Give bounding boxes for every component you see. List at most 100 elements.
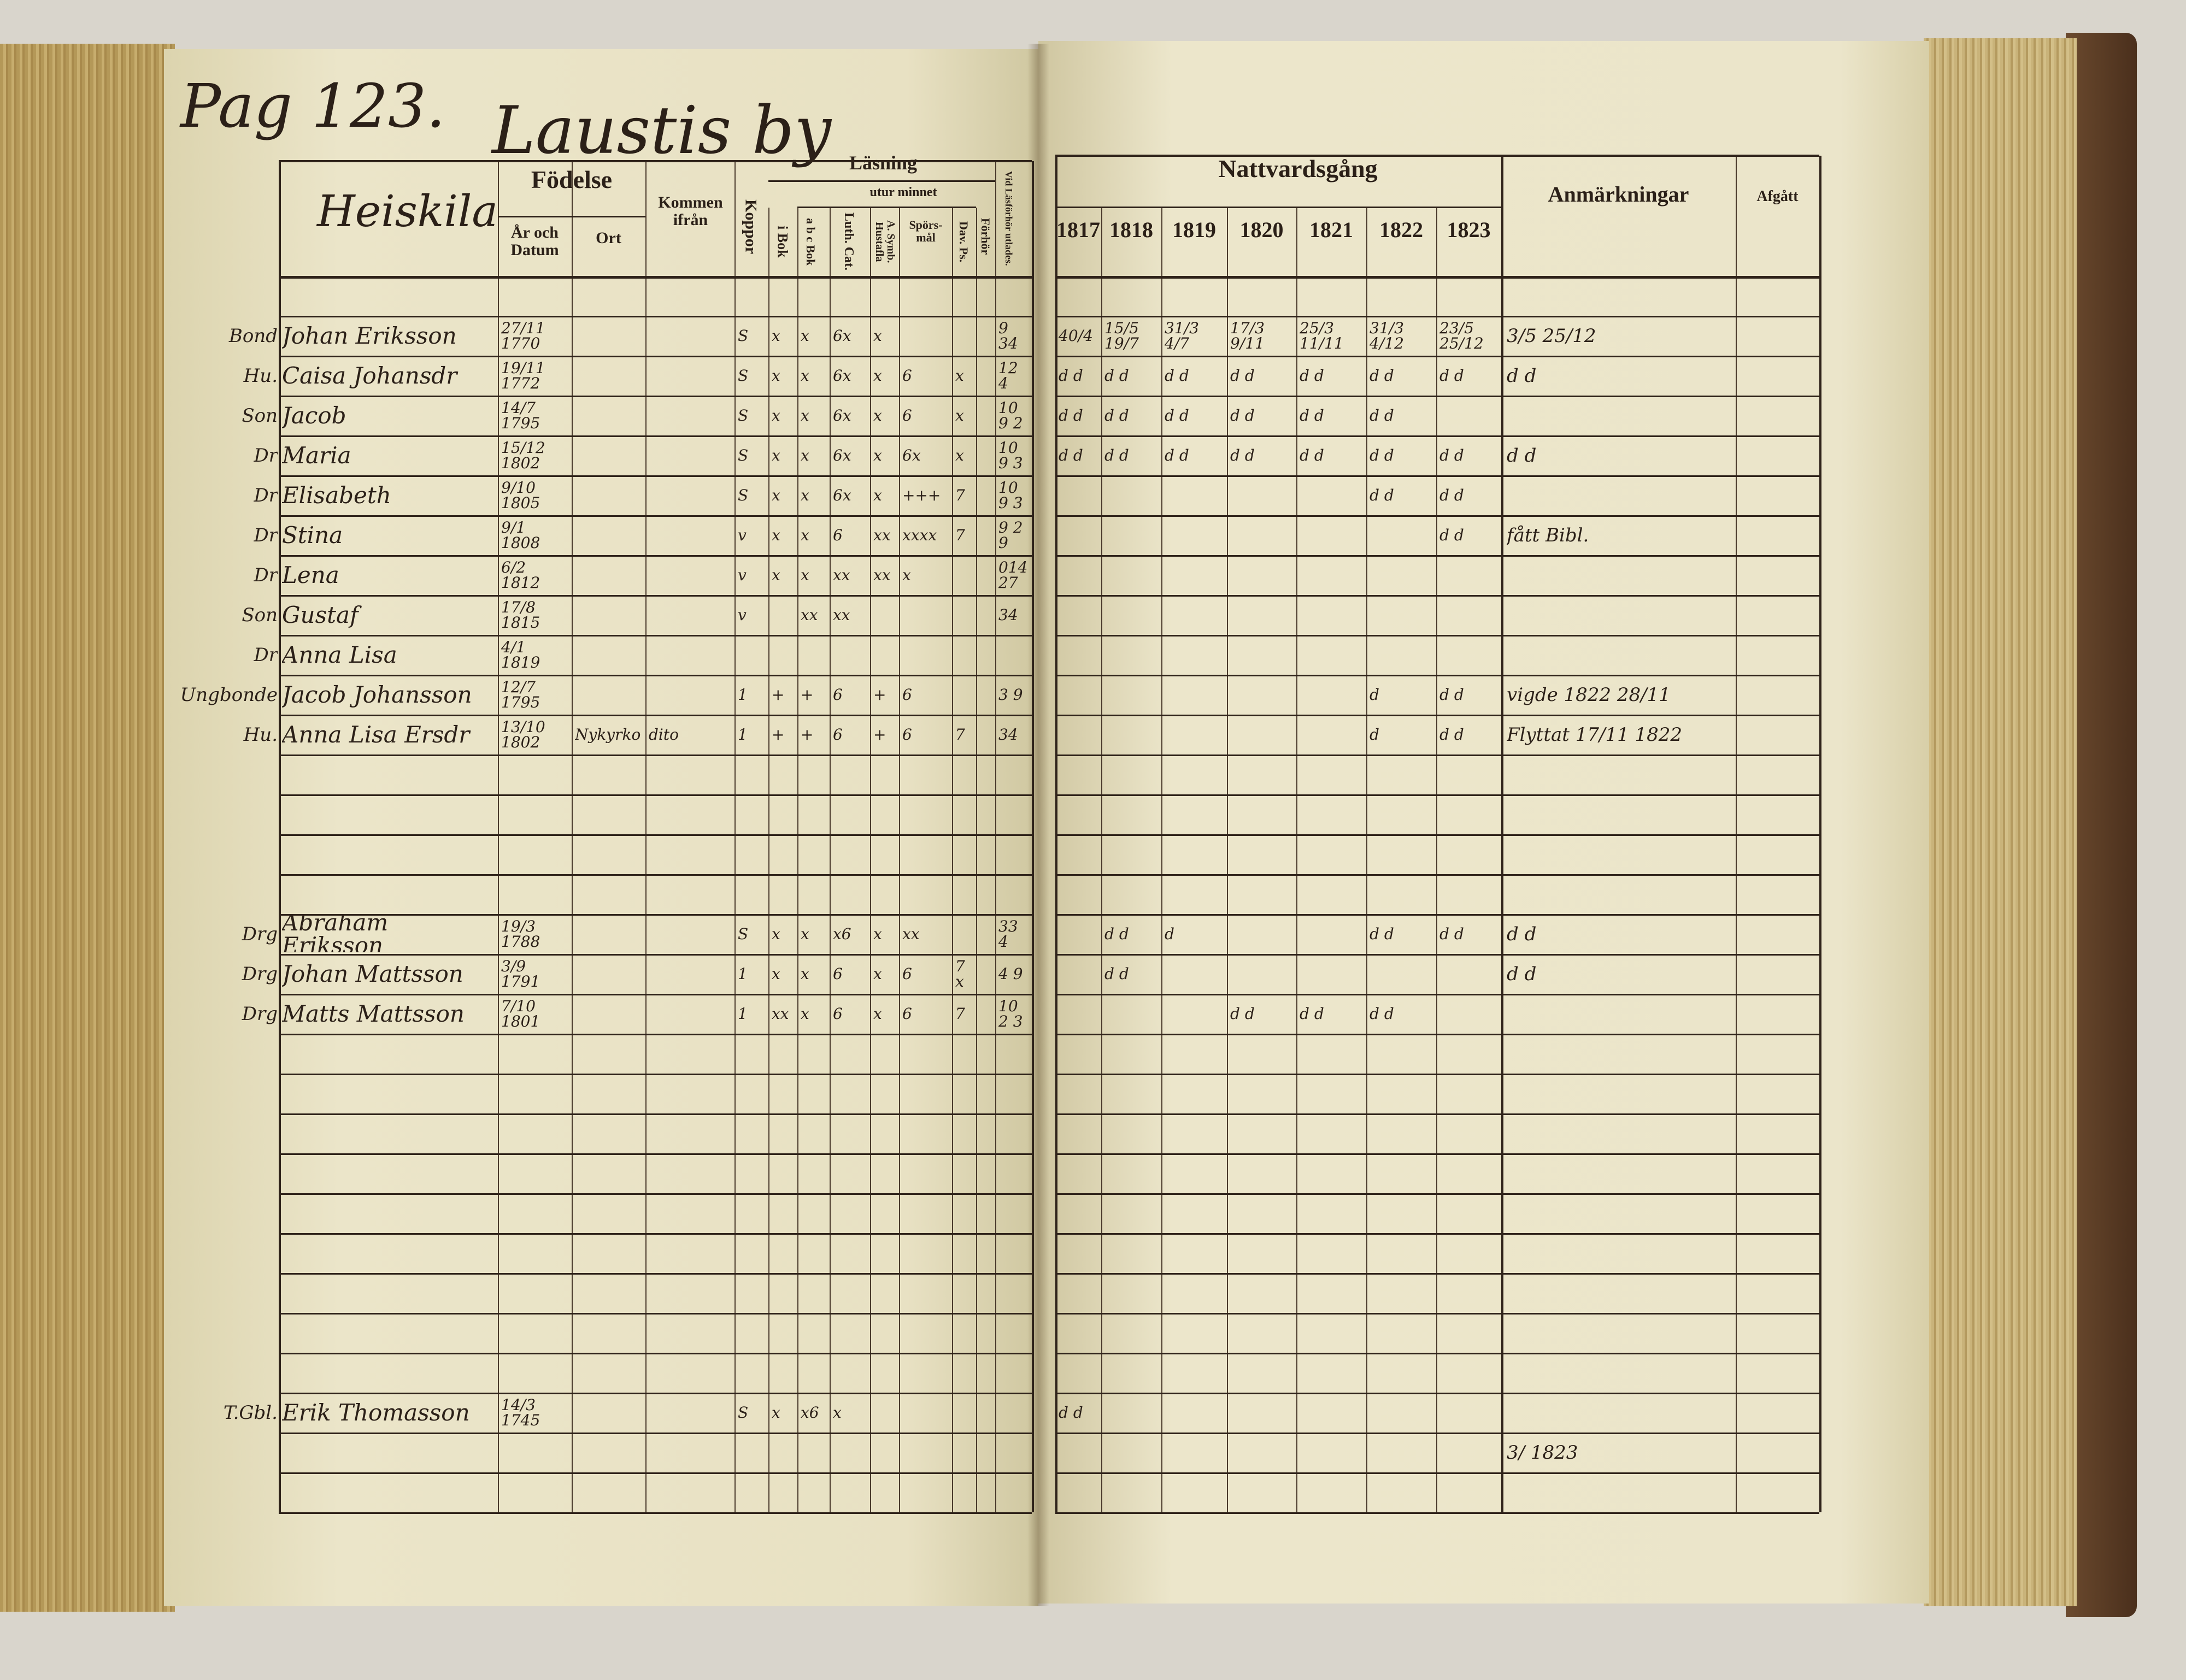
communion-mark: d d xyxy=(1165,446,1189,464)
row-rule xyxy=(1055,1512,1819,1514)
cell-dav-ps: x xyxy=(955,406,964,425)
communion-mark: d d xyxy=(1439,526,1464,544)
cell-i-bok: x xyxy=(772,924,780,943)
cell-a-symb: x xyxy=(873,486,882,504)
row-rule xyxy=(279,1034,1032,1035)
row-rule xyxy=(279,595,1032,597)
communion-mark: d d xyxy=(1439,486,1464,504)
cell-i-bok: x xyxy=(772,406,780,425)
column-rule xyxy=(797,208,798,1512)
communion-mark: 31/3 4/12 xyxy=(1370,319,1404,352)
header-fodelse: Födelse xyxy=(531,166,613,193)
row-rule xyxy=(279,276,1032,279)
communion-mark: d d xyxy=(1165,366,1189,385)
communion-mark: 15/5 19/7 xyxy=(1104,319,1139,352)
cell-luth-cat: x6 xyxy=(833,924,851,943)
cell-name: Jacob Johansson xyxy=(282,681,472,708)
cell-dav-ps: x xyxy=(955,366,964,385)
row-rule xyxy=(279,994,1032,995)
cell-abc-bok: x xyxy=(801,964,809,983)
cell-spors: 6 xyxy=(902,1004,912,1023)
header-kommen: Kommen ifrån xyxy=(658,193,723,229)
column-rule xyxy=(976,208,977,1512)
row-rule xyxy=(1055,754,1819,756)
cell-luth-cat: 6x xyxy=(833,366,851,385)
column-rule xyxy=(1736,156,1737,1512)
header-year: 1819 xyxy=(1172,217,1216,242)
header-luth-cat: Luth. Cat. xyxy=(842,213,856,271)
row-rule xyxy=(279,435,1032,437)
row-rule xyxy=(1055,874,1819,876)
cell-vid: 3 9 xyxy=(998,685,1023,704)
header-anmarkningar: Anmärkningar xyxy=(1548,182,1689,207)
row-rule xyxy=(1055,954,1819,956)
cell-name: Elisabeth xyxy=(282,481,391,509)
cell-date: 9/10 1805 xyxy=(501,478,540,512)
row-rule xyxy=(1055,675,1819,676)
row-rule xyxy=(1055,794,1819,796)
occupation-label: Dr xyxy=(254,484,278,506)
header-year: 1822 xyxy=(1379,217,1423,242)
header-sporsmal: Spörs-mål xyxy=(909,218,943,245)
cell-i-bok: xx xyxy=(772,1004,789,1023)
occupation-label: Hu. xyxy=(243,364,278,387)
cell-abc-bok: x xyxy=(801,565,809,584)
cell-luth-cat: x xyxy=(833,1403,842,1422)
left-page xyxy=(164,49,1038,1606)
cell-name: Lena xyxy=(282,561,339,588)
cell-spors: x xyxy=(902,565,911,584)
cell-koppor: S xyxy=(738,1403,749,1422)
cell-vid: 10 9 3 xyxy=(998,478,1023,512)
column-rule xyxy=(1032,161,1034,1512)
remark: Flyttat 17/11 1822 xyxy=(1507,723,1683,746)
row-rule xyxy=(1055,1472,1819,1474)
cell-spors: 6 xyxy=(902,725,912,744)
column-rule xyxy=(830,208,831,1512)
column-rule xyxy=(1101,208,1102,1512)
row-rule xyxy=(1055,1273,1819,1275)
cell-i-bok: x xyxy=(772,486,780,504)
communion-mark: d d xyxy=(1104,406,1129,425)
column-rule xyxy=(1436,208,1437,1512)
cell-i-bok: + xyxy=(772,685,785,704)
cell-i-bok: x xyxy=(772,964,780,983)
row-rule xyxy=(279,1472,1032,1474)
column-rule xyxy=(1366,208,1367,1512)
page-number: Pag 123. xyxy=(180,71,445,141)
remark: d d xyxy=(1507,444,1537,467)
cell-a-symb: xx xyxy=(873,565,891,584)
row-rule xyxy=(1055,715,1819,716)
row-rule xyxy=(279,1153,1032,1155)
row-rule xyxy=(279,834,1032,836)
communion-mark: 25/3 11/11 xyxy=(1300,319,1344,352)
row-rule xyxy=(279,874,1032,876)
cell-date: 14/7 1795 xyxy=(501,398,540,432)
cell-name: Johan Eriksson xyxy=(282,322,457,349)
header-ar-och-datum: År och Datum xyxy=(510,223,559,259)
communion-mark: d d xyxy=(1370,366,1394,385)
cell-a-symb: x xyxy=(873,924,882,943)
cell-vid: 4 9 xyxy=(998,964,1023,983)
remark: vigde 1822 28/11 xyxy=(1507,683,1671,706)
column-rule xyxy=(645,161,647,1512)
cell-spors: +++ xyxy=(902,486,941,504)
header-year: 1818 xyxy=(1109,217,1153,242)
header-utur-minnet: utur minnet xyxy=(869,185,937,199)
cell-luth-cat: 6 xyxy=(833,725,843,744)
communion-mark: d d xyxy=(1300,1004,1324,1023)
occupation-label: Dr xyxy=(254,644,278,666)
communion-mark: d d xyxy=(1370,446,1394,464)
cell-spors: 6 xyxy=(902,685,912,704)
communion-mark: d d xyxy=(1165,406,1189,425)
communion-mark: d d xyxy=(1439,924,1464,943)
column-rule xyxy=(768,208,769,1512)
cell-name: Stina xyxy=(282,521,343,549)
row-rule xyxy=(1055,1074,1819,1075)
occupation-label: Drg xyxy=(242,923,278,945)
row-rule xyxy=(279,396,1032,397)
occupation-label: Dr xyxy=(254,444,278,467)
cell-kommen: dito xyxy=(649,725,679,744)
cell-date: 14/3 1745 xyxy=(501,1395,540,1429)
column-rule xyxy=(1227,208,1228,1512)
column-rule xyxy=(734,161,736,1512)
